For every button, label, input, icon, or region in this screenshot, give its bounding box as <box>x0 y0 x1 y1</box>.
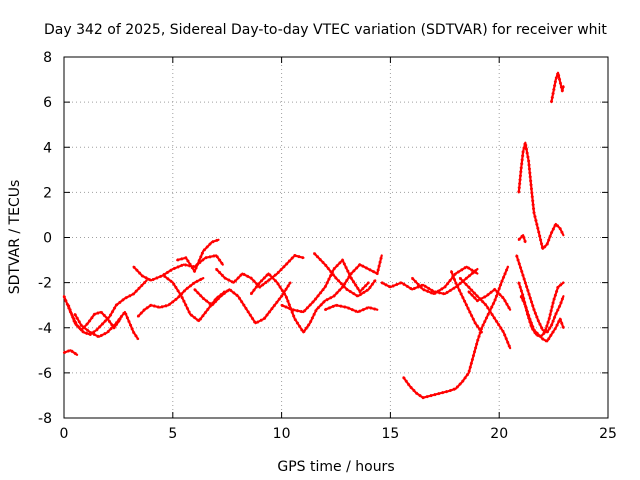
series-track-02 <box>62 279 148 336</box>
series-markers <box>215 254 304 289</box>
series-markers <box>324 303 378 314</box>
series-markers <box>313 252 377 298</box>
series-markers <box>411 265 479 296</box>
x-tick-label: 20 <box>490 426 508 442</box>
series-track-26 <box>549 71 565 104</box>
x-tick-label: 25 <box>599 426 617 442</box>
series-track-08 <box>176 238 220 273</box>
y-tick-label: 0 <box>43 231 52 247</box>
series-markers <box>467 287 512 311</box>
y-tick-label: -6 <box>38 366 52 382</box>
series-line <box>458 277 512 350</box>
series-markers <box>193 281 292 325</box>
series-line <box>517 234 527 244</box>
series-track-21 <box>517 141 565 251</box>
y-tick-label: 8 <box>43 50 52 66</box>
series-track-14 <box>324 303 379 314</box>
gridlines <box>64 57 608 418</box>
series-line <box>402 265 509 399</box>
x-tick-label: 0 <box>60 426 69 442</box>
x-tick-label: 15 <box>381 426 399 442</box>
series-track-18 <box>458 277 512 350</box>
chart-title: Day 342 of 2025, Sidereal Day-to-day VTE… <box>44 22 607 38</box>
series-markers <box>66 304 122 332</box>
series-track-15 <box>380 267 479 296</box>
series-track-22 <box>517 233 527 244</box>
series-track-23 <box>515 254 565 334</box>
series-markers <box>281 258 370 314</box>
data-series <box>62 71 565 400</box>
series-line <box>517 141 565 250</box>
series-markers <box>62 279 148 336</box>
y-tick-label: -8 <box>38 411 52 427</box>
series-track-12 <box>280 258 370 314</box>
series-line <box>450 270 483 334</box>
series-track-10 <box>215 254 305 289</box>
series-track-11 <box>249 254 384 334</box>
series-markers <box>249 255 384 334</box>
x-tick-label: 5 <box>168 426 177 442</box>
series-markers <box>73 310 140 340</box>
series-markers <box>381 267 479 296</box>
series-track-03 <box>66 304 122 332</box>
y-tick-label: 4 <box>43 140 52 156</box>
series-track-04 <box>73 310 140 341</box>
y-tick-label: 6 <box>43 95 52 111</box>
series-line <box>515 254 565 334</box>
series-track-20 <box>402 265 510 400</box>
series-markers <box>519 295 565 343</box>
y-tick-label: -4 <box>38 321 52 337</box>
series-markers <box>517 141 565 251</box>
series-track-09 <box>193 281 292 325</box>
x-axis-title: GPS time / hours <box>277 459 394 475</box>
series-track-16 <box>411 265 479 296</box>
series-track-17 <box>449 270 484 334</box>
series-track-13 <box>313 252 377 298</box>
series-markers <box>63 348 78 357</box>
series-track-01 <box>62 348 79 357</box>
series-markers <box>176 238 219 273</box>
y-tick-label: -2 <box>38 276 52 292</box>
axis-ticks: 0 5 10 15 20 25 -8 -6 -4 -2 0 2 4 6 8 <box>38 50 617 442</box>
series-line <box>193 281 292 325</box>
y-tick-label: 2 <box>43 185 52 201</box>
series-track-06 <box>132 254 225 282</box>
series-track-19 <box>467 287 512 311</box>
y-axis-title: SDTVAR / TECUs <box>7 180 23 295</box>
series-markers <box>458 277 512 349</box>
series-markers <box>136 276 204 318</box>
series-markers <box>132 254 225 282</box>
series-track-25 <box>519 295 565 343</box>
x-tick-label: 10 <box>273 426 291 442</box>
series-line <box>411 265 479 295</box>
series-markers <box>549 71 565 103</box>
series-track-05 <box>136 276 205 318</box>
